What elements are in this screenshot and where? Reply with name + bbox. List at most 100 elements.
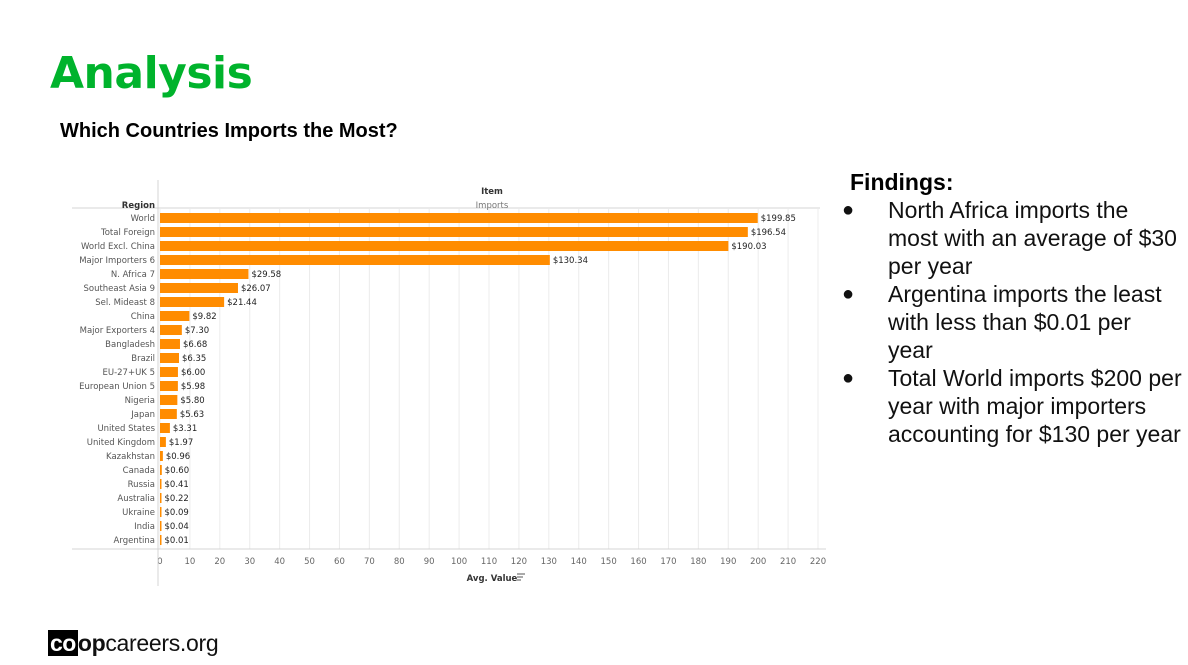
x-tick-label: 100: [451, 557, 467, 567]
x-tick-label: 110: [481, 557, 497, 567]
x-tick-label: 90: [424, 557, 435, 567]
category-label: Brazil: [131, 354, 155, 364]
bar: [160, 451, 163, 461]
category-label: Ukraine: [122, 508, 155, 518]
column-subheader: Imports: [476, 201, 509, 211]
bullet-icon: ●: [842, 367, 855, 389]
data-label: $0.96: [166, 452, 190, 462]
bar: [160, 507, 162, 517]
x-tick-label: 30: [244, 557, 255, 567]
category-label: European Union 5: [79, 382, 155, 392]
category-label: China: [131, 312, 155, 322]
data-label: $9.82: [192, 312, 216, 322]
category-label: Canada: [123, 466, 155, 476]
category-label: Nigeria: [125, 396, 155, 406]
category-label: Sel. Mideast 8: [95, 298, 155, 308]
data-label: $0.04: [165, 522, 189, 532]
bar: [160, 395, 178, 405]
logo-wordmark: opcareers.org: [77, 629, 219, 656]
category-label: Bangladesh: [105, 340, 155, 350]
bar: [160, 409, 177, 419]
finding-text: North Africa imports the most with an av…: [888, 197, 1177, 279]
finding-text: Argentina imports the least with less th…: [888, 281, 1162, 363]
data-label: $6.68: [183, 340, 207, 350]
x-tick-label: 160: [630, 557, 646, 567]
x-tick-label: 120: [511, 557, 527, 567]
category-label: World Excl. China: [81, 242, 155, 252]
bar: [160, 465, 162, 475]
x-tick-label: 200: [750, 557, 766, 567]
data-label: $0.09: [165, 508, 189, 518]
bar: [160, 353, 179, 363]
data-label: $0.60: [165, 466, 189, 476]
category-label: Japan: [130, 410, 155, 420]
bar: [160, 269, 249, 279]
x-tick-label: 80: [394, 557, 405, 567]
category-label: India: [134, 522, 155, 532]
category-label: Major Exporters 4: [80, 326, 155, 336]
category-label: Total Foreign: [100, 228, 155, 238]
data-label: $29.58: [251, 270, 281, 280]
data-label: $190.03: [731, 242, 766, 252]
data-label: $3.31: [173, 424, 197, 434]
x-tick-label: 180: [690, 557, 706, 567]
x-axis-title: Avg. Value: [467, 574, 518, 584]
finding-item: ● Argentina imports the least with less t…: [842, 280, 1182, 364]
data-label: $0.41: [165, 480, 189, 490]
x-tick-label: 40: [274, 557, 285, 567]
data-label: $5.63: [180, 410, 204, 420]
bar: [160, 213, 758, 223]
x-tick-label: 220: [810, 557, 826, 567]
bar: [160, 381, 178, 391]
data-label: $21.44: [227, 298, 257, 308]
bar: [160, 297, 225, 307]
data-label: $26.07: [241, 284, 271, 294]
category-label: Russia: [128, 480, 155, 490]
findings-panel: Findings: ● North Africa imports the most…: [842, 168, 1182, 448]
bar: [160, 479, 162, 489]
category-label: World: [131, 214, 155, 224]
category-label: Australia: [117, 494, 155, 504]
slide-subtitle: Which Countries Imports the Most?: [60, 120, 398, 142]
data-label: $196.54: [751, 228, 786, 238]
bar: [160, 437, 166, 447]
imports-bar-chart: 0 10 20 30 40 50 60 70 80 90 100 110 120 130 140 150 160…: [70, 170, 830, 590]
category-label: N. Africa 7: [111, 270, 155, 280]
data-label: $1.97: [169, 438, 193, 448]
bar: [160, 255, 550, 265]
x-tick-label: 60: [334, 557, 345, 567]
bar: [160, 241, 729, 251]
x-tick-label: 190: [720, 557, 736, 567]
bar: [160, 339, 180, 349]
data-label: $7.30: [185, 326, 209, 336]
x-tick-label: 150: [601, 557, 617, 567]
data-label: $199.85: [761, 214, 796, 224]
category-label: Southeast Asia 9: [83, 284, 155, 294]
coopcareers-logo: co opcareers.org: [48, 628, 219, 658]
data-label: $6.35: [182, 354, 206, 364]
category-label: United States: [97, 424, 155, 434]
finding-item: ● Total World imports $200 per year with …: [842, 364, 1182, 448]
logo-mark: co: [48, 630, 78, 656]
data-label: $5.98: [181, 382, 205, 392]
findings-heading: Findings:: [850, 169, 954, 195]
data-label: $5.80: [180, 396, 204, 406]
x-tick-label: 170: [660, 557, 676, 567]
column-header: Item: [481, 187, 503, 197]
data-label: $6.00: [181, 368, 205, 378]
x-tick-label: 130: [541, 557, 557, 567]
x-tick-label: 0: [157, 557, 162, 567]
x-tick-label: 50: [304, 557, 315, 567]
category-label: Kazakhstan: [106, 452, 155, 462]
bar: [160, 535, 162, 545]
bar: [160, 423, 170, 433]
data-label: $130.34: [553, 256, 588, 266]
x-tick-label: 20: [214, 557, 225, 567]
bar: [160, 367, 178, 377]
row-header: Region: [122, 201, 155, 211]
category-label: Argentina: [114, 536, 155, 546]
bar: [160, 283, 238, 293]
bar: [160, 325, 182, 335]
bar: [160, 311, 190, 321]
findings-list: ● North Africa imports the most with an a…: [842, 196, 1182, 448]
